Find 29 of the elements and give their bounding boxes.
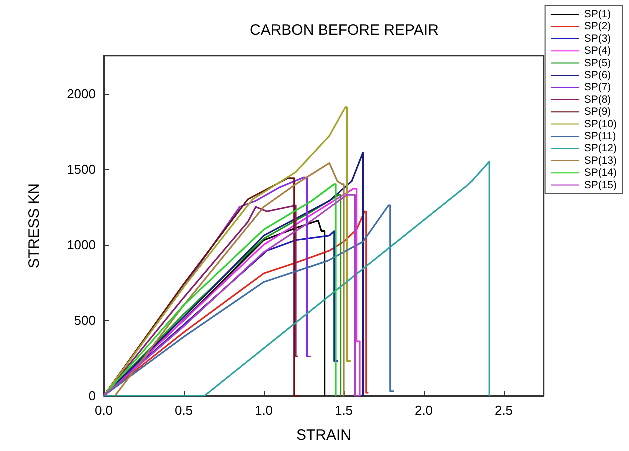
y-tick-label: 1500 — [67, 162, 96, 177]
legend-label: SP(15) — [584, 179, 618, 192]
legend-label: SP(5) — [584, 57, 612, 70]
x-tick-label: 1.5 — [334, 403, 354, 418]
legend-label: SP(7) — [584, 82, 612, 94]
y-tick-label: 2000 — [67, 86, 96, 102]
chart-title: CARBON BEFORE REPAIR — [250, 22, 440, 39]
legend-label: SP(10) — [584, 118, 618, 130]
x-tick-label: 0.0 — [94, 403, 114, 418]
legend-label: SP(12) — [584, 142, 618, 155]
legend-label: SP(3) — [584, 32, 612, 45]
legend-label: SP(6) — [584, 70, 612, 82]
legend-label: SP(13) — [584, 154, 618, 167]
x-tick-label: 2.0 — [414, 403, 434, 418]
legend-label: SP(4) — [584, 45, 612, 58]
x-tick-label: 2.5 — [494, 403, 514, 418]
y-tick-label: 500 — [74, 312, 96, 328]
x-axis-title: STRAIN — [296, 427, 352, 444]
x-tick-label: 0.5 — [174, 403, 194, 418]
y-tick-label: 0 — [88, 388, 96, 404]
y-tick-label: 1000 — [67, 237, 96, 252]
y-axis-title: STRESS KN — [26, 183, 43, 269]
legend-label: SP(9) — [584, 106, 612, 118]
legend-label: SP(14) — [584, 167, 618, 180]
legend-label: SP(1) — [584, 8, 612, 20]
x-tick-label: 1.0 — [254, 403, 274, 418]
legend-label: SP(8) — [584, 94, 612, 106]
legend-label: SP(11) — [584, 130, 616, 142]
legend-label: SP(2) — [584, 20, 612, 33]
